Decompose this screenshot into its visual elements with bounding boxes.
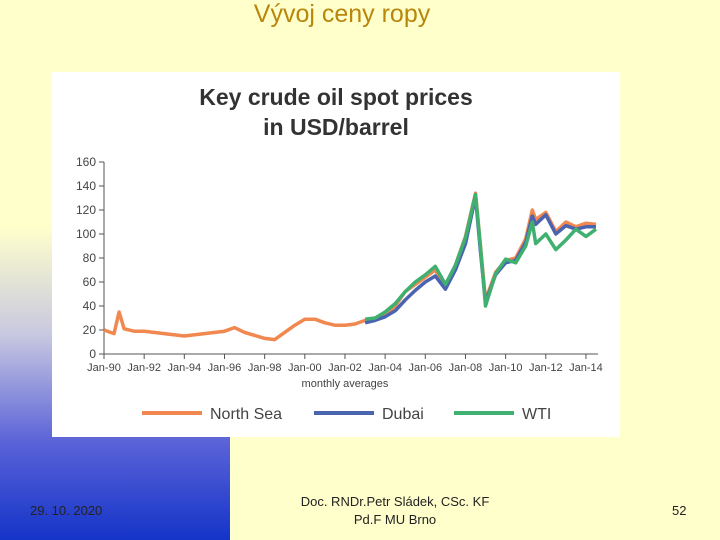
footer-author-line1: Doc. RNDr.Petr Sládek, CSc. KF xyxy=(300,494,490,509)
page-number: 52 xyxy=(672,503,687,518)
slide-title: Vývoj ceny ropy xyxy=(253,0,431,28)
x-tick-label-11: Jan-12 xyxy=(529,362,563,374)
series-line-wti xyxy=(364,192,598,321)
y-tick-label-6: 120 xyxy=(76,203,96,217)
y-tick-label-1: 20 xyxy=(83,323,97,337)
y-tick-label-2: 40 xyxy=(83,299,97,313)
footer-author: Doc. RNDr.Petr Sládek, CSc. KF Pd.F MU B… xyxy=(270,493,520,529)
x-tick-label-3: Jan-96 xyxy=(208,362,242,374)
legend-label-wti: WTI xyxy=(522,406,551,423)
x-tick-label-4: Jan-98 xyxy=(248,362,282,374)
x-tick-label-6: Jan-02 xyxy=(328,362,362,374)
footer-date: 29. 10. 2020 xyxy=(30,503,103,518)
x-tick-label-9: Jan-08 xyxy=(449,362,483,374)
background-footer xyxy=(230,440,720,540)
x-tick-label-12: Jan-14 xyxy=(569,362,603,374)
x-tick-label-2: Jan-94 xyxy=(168,362,202,374)
series-line-north-sea xyxy=(103,191,597,342)
x-tick-label-0: Jan-90 xyxy=(87,362,121,374)
x-tick-label-5: Jan-00 xyxy=(288,362,322,374)
x-tick-label-7: Jan-04 xyxy=(368,362,402,374)
footer-author-line2: Pd.F MU Brno xyxy=(353,512,437,527)
x-tick-label-8: Jan-06 xyxy=(408,362,442,374)
y-tick-label-0: 0 xyxy=(89,347,96,361)
y-tick-label-8: 160 xyxy=(76,155,96,169)
chart-figure: Key crude oil spot prices in USD/barrel … xyxy=(52,72,620,437)
y-tick-label-5: 100 xyxy=(76,227,96,241)
y-tick-label-7: 140 xyxy=(76,179,96,193)
chart-title-line1: Key crude oil spot prices xyxy=(199,84,473,110)
x-axis-label: monthly averages xyxy=(302,378,389,390)
legend-label-north-sea: North Sea xyxy=(210,406,282,423)
oil-price-chart: 0 20 40 60 80 100 120 140 160 Jan-90 Jan-92 Jan-94 J… xyxy=(76,155,603,423)
y-tick-label-3: 60 xyxy=(83,275,97,289)
x-tick-label-1: Jan-92 xyxy=(127,362,161,374)
x-tick-label-10: Jan-10 xyxy=(489,362,523,374)
chart-title-line2: in USD/barrel xyxy=(263,114,409,140)
y-tick-label-4: 80 xyxy=(83,251,97,265)
legend-label-dubai: Dubai xyxy=(382,406,424,423)
